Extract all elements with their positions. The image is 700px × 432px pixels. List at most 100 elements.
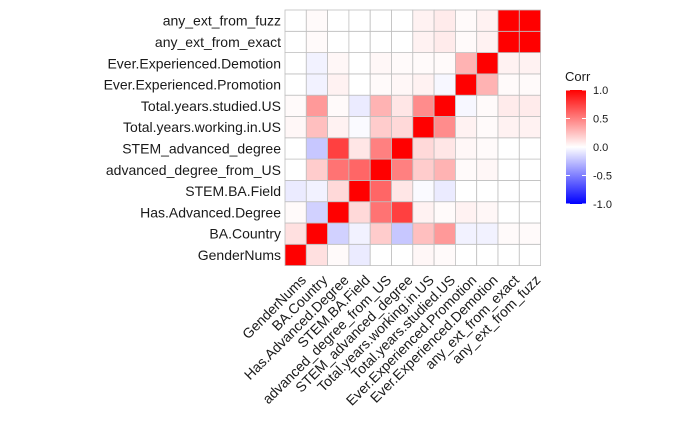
heatmap-cell [391,179,414,203]
heatmap-cell [497,73,520,96]
heatmap-cell [412,179,435,203]
heatmap-cell [476,201,499,224]
heatmap-cell [391,243,414,267]
heatmap-cell [412,73,435,96]
heatmap-cell [391,222,414,245]
heatmap-cell [369,137,392,160]
heatmap-cell [327,201,350,224]
heatmap-cell [454,73,478,96]
heatmap-cell [497,116,520,139]
y-tick-label: Ever.Experienced.Demotion [107,55,281,71]
heatmap-cell [433,52,456,75]
heatmap-cell [369,116,392,139]
heatmap-cell [497,9,520,32]
heatmap-cell [497,52,520,75]
legend-tick-label: 1.0 [593,85,608,97]
heatmap-cell [412,158,435,181]
heatmap-cell [518,94,541,117]
legend-tick-label: -0.5 [593,171,612,183]
heatmap-cell [518,30,541,53]
heatmap-cell [348,201,371,224]
heatmap-cell [284,73,307,96]
heatmap-cell [497,201,520,224]
heatmap-cell [497,243,520,267]
heatmap-cell [476,94,499,117]
heatmap-cell [348,158,371,181]
heatmap-cell [454,243,478,267]
heatmap-cell [518,158,541,181]
heatmap-cell [454,94,478,117]
y-tick-label: any_ext_from_fuzz [163,13,281,29]
heatmap-cell [476,222,499,245]
heatmap-cell [284,179,307,203]
heatmap-cell [518,222,541,245]
heatmap-cell [412,94,435,117]
heatmap-cell [348,179,371,203]
heatmap-cell [327,94,350,117]
heatmap-cell [476,9,499,32]
heatmap-cell [327,243,350,267]
heatmap-cell [305,73,328,96]
legend-tick-label: -1.0 [593,199,612,211]
heatmap-cell [348,94,371,117]
heatmap-cell [284,52,307,75]
y-tick-label: Total.years.studied.US [141,98,281,114]
heatmap-cell [454,201,478,224]
heatmap-cell [348,222,371,245]
y-tick-label: STEM_advanced_degree [122,140,281,156]
heatmap-cell [327,9,350,32]
heatmap-cell [497,137,520,160]
heatmap-cell [284,9,307,32]
heatmap-cell [454,158,478,181]
heatmap-cell [476,179,499,203]
y-tick-label: Total.years.working.in.US [123,119,281,135]
heatmap-cell [518,116,541,139]
heatmap-cell [369,94,392,117]
heatmap-cell [518,9,541,32]
heatmap-cell [327,179,350,203]
heatmap-cell [348,243,371,267]
heatmap-cell [497,179,520,203]
heatmap-cell [305,9,328,32]
heatmap-cell [369,222,392,245]
heatmap-cell [412,243,435,267]
heatmap-cell [454,179,478,203]
heatmap-cell [518,137,541,160]
heatmap-cell [454,9,478,32]
heatmap-cell [476,116,499,139]
heatmap-cell [518,179,541,203]
legend-ticks: 1.0 0.5 0.0 -0.5 -1.0 [566,85,612,211]
heatmap-cell [412,201,435,224]
heatmap-cell [369,179,392,203]
y-tick-label: GenderNums [198,247,281,263]
heatmap-cell [433,201,456,224]
heatmap-cell [327,222,350,245]
y-tick-label: Ever.Experienced.Promotion [104,77,281,93]
heatmap-cell [327,52,350,75]
heatmap-cell [348,73,371,96]
heatmap-cell [454,137,478,160]
heatmap-cell [305,243,328,267]
heatmap-cell [476,30,499,53]
heatmap-cell [305,158,328,181]
heatmap-cell [327,30,350,53]
heatmap-cell [433,9,456,32]
heatmap-cell [433,116,456,139]
heatmap-cell [284,116,307,139]
heatmap-cell [454,222,478,245]
heatmap-cell [369,243,392,267]
heatmap-cell [412,116,435,139]
heatmap-cell [518,201,541,224]
heatmap-cell [518,243,541,267]
heatmap-cell [412,30,435,53]
heatmap-cell [391,137,414,160]
y-tick-label: advanced_degree_from_US [106,162,281,178]
heatmap-cell [284,243,307,267]
legend-title: Corr [565,69,591,84]
heatmap-cell [454,116,478,139]
heatmap-cell [433,158,456,181]
heatmap-cell [412,52,435,75]
legend-tick-label: 0.5 [593,114,608,126]
heatmap-cell [497,30,520,53]
heatmap-cell [284,94,307,117]
